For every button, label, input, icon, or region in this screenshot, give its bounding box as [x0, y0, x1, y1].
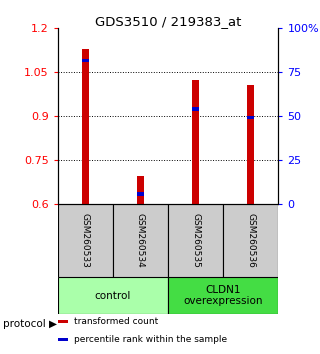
Bar	[223, 204, 278, 277]
Bar	[168, 204, 223, 277]
Text: GSM260534: GSM260534	[136, 213, 145, 268]
Text: GSM260535: GSM260535	[191, 213, 200, 268]
Text: protocol ▶: protocol ▶	[3, 319, 57, 329]
Bar	[58, 204, 113, 277]
Text: transformed count: transformed count	[74, 317, 158, 326]
Bar	[247, 116, 254, 119]
Text: CLDN1
overexpression: CLDN1 overexpression	[183, 285, 263, 307]
Bar	[192, 80, 199, 204]
Bar	[58, 320, 68, 322]
Text: GSM260536: GSM260536	[246, 213, 255, 268]
Bar	[113, 204, 168, 277]
Bar	[58, 277, 168, 314]
Text: GSM260533: GSM260533	[81, 213, 90, 268]
Bar	[247, 85, 254, 204]
Bar	[137, 192, 144, 196]
Bar	[82, 59, 89, 62]
Bar	[168, 277, 278, 314]
Bar	[192, 107, 199, 111]
Text: control: control	[95, 291, 131, 301]
Title: GDS3510 / 219383_at: GDS3510 / 219383_at	[95, 15, 241, 28]
Bar	[82, 49, 89, 204]
Bar	[58, 338, 68, 341]
Bar	[137, 176, 144, 204]
Text: percentile rank within the sample: percentile rank within the sample	[74, 335, 227, 344]
